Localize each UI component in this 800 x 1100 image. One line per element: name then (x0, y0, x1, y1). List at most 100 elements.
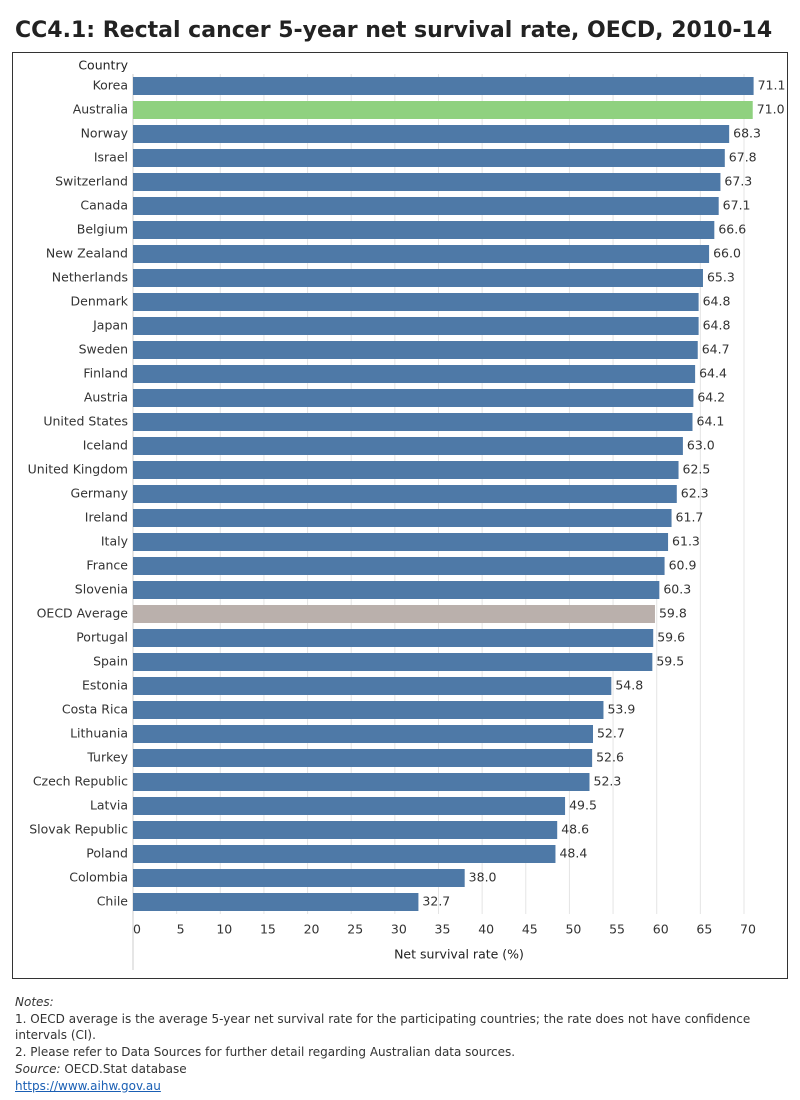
value-label: 59.8 (659, 606, 687, 621)
bar (133, 221, 715, 239)
x-tick-label: 5 (177, 922, 185, 937)
value-label: 64.4 (699, 366, 727, 381)
y-tick-label: Colombia (69, 870, 128, 885)
bar (133, 677, 612, 695)
y-tick-label: Latvia (90, 798, 128, 813)
note-line: 1. OECD average is the average 5-year ne… (15, 1011, 751, 1043)
value-label: 65.3 (707, 270, 735, 285)
value-label: 71.0 (757, 102, 785, 117)
y-tick-label: Canada (80, 198, 128, 213)
value-label: 67.3 (724, 174, 752, 189)
y-tick-label: Portugal (76, 630, 128, 645)
link[interactable]: https://www.aihw.gov.au (15, 1078, 161, 1093)
x-tick-label: 50 (565, 922, 581, 937)
x-tick-label: 10 (216, 922, 232, 937)
bar (133, 509, 672, 527)
bar (133, 773, 590, 791)
x-tick-label: 65 (696, 922, 712, 937)
notes-heading: Notes: (15, 995, 54, 1009)
bar (133, 725, 593, 743)
value-label: 61.7 (676, 510, 704, 525)
bar (133, 845, 556, 863)
x-tick-label: 55 (609, 922, 625, 937)
value-label: 67.1 (723, 198, 751, 213)
source-text: OECD.Stat database (64, 1061, 187, 1076)
x-tick-label: 20 (304, 922, 320, 937)
bar (133, 485, 677, 503)
x-tick-label: 40 (478, 922, 494, 937)
value-label: 64.7 (702, 342, 730, 357)
x-tick-label: 15 (260, 922, 276, 937)
chart-title: CC4.1: Rectal cancer 5-year net survival… (15, 18, 772, 43)
value-label: 62.5 (683, 462, 711, 477)
bar (133, 629, 654, 647)
y-tick-label: Estonia (82, 678, 128, 693)
y-tick-label: Denmark (71, 294, 129, 309)
y-tick-label: Finland (83, 366, 128, 381)
y-tick-label: Austria (84, 390, 128, 405)
y-tick-label: Switzerland (55, 174, 128, 189)
x-axis-label: Net survival rate (%) (394, 947, 524, 962)
value-label: 64.2 (697, 390, 725, 405)
x-tick-label: 35 (435, 922, 451, 937)
value-label: 62.3 (681, 486, 709, 501)
bar (133, 413, 693, 431)
bar (133, 461, 679, 479)
y-tick-label: New Zealand (46, 246, 128, 261)
bar (133, 581, 660, 599)
value-label: 59.5 (656, 654, 684, 669)
bar (133, 389, 694, 407)
frame (12, 52, 788, 979)
bar (133, 821, 558, 839)
value-label: 48.6 (561, 822, 589, 837)
value-label: 64.1 (697, 414, 725, 429)
bar (133, 653, 653, 671)
y-tick-label: Sweden (79, 342, 128, 357)
y-tick-label: Germany (71, 486, 129, 501)
value-label: 61.3 (672, 534, 700, 549)
y-tick-label: Slovak Republic (29, 822, 128, 837)
bar (133, 269, 703, 287)
bar (133, 533, 669, 551)
bar (133, 749, 593, 767)
value-label: 48.4 (559, 846, 587, 861)
y-tick-label: Israel (94, 150, 128, 165)
bar (133, 893, 419, 911)
y-tick-label: Chile (97, 894, 129, 909)
y-tick-label: OECD Average (37, 606, 129, 621)
y-tick-label: Japan (92, 318, 128, 333)
source-label: Source: (15, 1061, 61, 1076)
value-label: 66.6 (718, 222, 746, 237)
y-tick-label: Poland (86, 846, 128, 861)
value-label: 38.0 (469, 870, 497, 885)
y-tick-label: Czech Republic (33, 774, 128, 789)
bar (133, 341, 698, 359)
value-label: 60.3 (663, 582, 691, 597)
value-label: 54.8 (615, 678, 643, 693)
value-label: 32.7 (422, 894, 450, 909)
bar (133, 557, 665, 575)
value-label: 59.6 (657, 630, 685, 645)
y-tick-label: Iceland (83, 438, 128, 453)
value-label: 49.5 (569, 798, 597, 813)
x-tick-label: 0 (133, 922, 141, 937)
x-tick-label: 45 (522, 922, 538, 937)
x-tick-label: 30 (391, 922, 407, 937)
bar (133, 293, 699, 311)
bar (133, 869, 465, 887)
y-tick-label: Slovenia (75, 582, 128, 597)
value-label: 64.8 (703, 294, 731, 309)
y-tick-label: Costa Rica (62, 702, 128, 717)
bar (133, 77, 754, 95)
value-label: 63.0 (687, 438, 715, 453)
bar (133, 701, 604, 719)
y-tick-label: United States (43, 414, 128, 429)
value-label: 52.3 (594, 774, 622, 789)
bar (133, 149, 725, 167)
bar (133, 245, 710, 263)
y-tick-label: Australia (73, 102, 128, 117)
value-label: 60.9 (669, 558, 697, 573)
y-tick-label: Korea (93, 78, 128, 93)
y-axis-label: Country (78, 58, 128, 73)
